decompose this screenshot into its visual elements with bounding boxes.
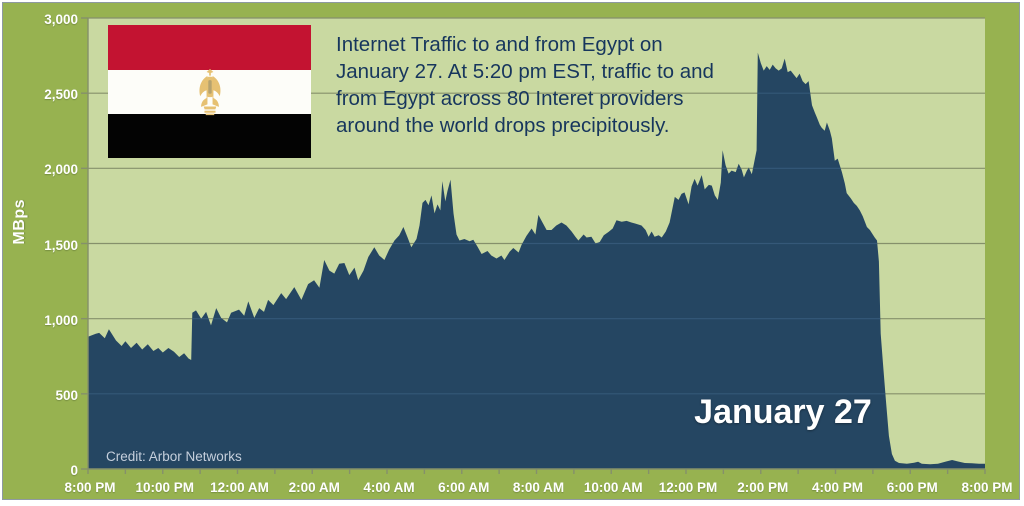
tick-marks	[81, 17, 986, 474]
credit-label: Credit: Arbor Networks	[106, 449, 242, 464]
y-axis-tick-label: 3,000	[44, 12, 78, 27]
x-axis-tick-label: 12:00 AM	[210, 480, 269, 495]
x-axis-tick-label: 12:00 PM	[658, 480, 718, 495]
flag-black-band	[108, 114, 311, 158]
x-axis-tick-label: 2:00 AM	[288, 480, 340, 495]
x-axis-tick-label: 6:00 PM	[886, 480, 938, 495]
x-axis-tick-label: 10:00 AM	[583, 480, 643, 495]
annotation-line: Internet Traffic to and from Egypt on	[336, 33, 663, 56]
x-axis-tick-label: 2:00 PM	[737, 480, 789, 495]
eagle-of-saladin-icon	[198, 68, 221, 115]
y-axis-tick-label: 2,500	[44, 87, 78, 103]
y-axis-tick-label: 1,500	[44, 237, 78, 253]
x-axis-tick-label: 8:00 AM	[512, 480, 565, 495]
flag-red-band	[108, 25, 311, 70]
y-axis-tick-label: 2,000	[44, 162, 78, 178]
annotation-text-block: Internet Traffic to and from Egypt on Ja…	[336, 31, 756, 139]
annotation-line: from Egypt across 80 Interet providers	[336, 87, 684, 110]
x-axis-tick-label: 4:00 PM	[811, 480, 864, 495]
y-axis-tick-label: 500	[55, 387, 78, 403]
x-axis-tick-label: 8:00 PM	[961, 480, 1013, 495]
x-axis-tick-label: 6:00 AM	[438, 480, 490, 495]
annotation-line: around the world drops precipitously.	[336, 114, 670, 137]
x-axis-tick-label: 10:00 PM	[135, 480, 195, 495]
traffic-area-series	[88, 52, 985, 469]
y-axis-tick-label: 0	[70, 463, 78, 478]
annotation-line: January 27. At 5:20 pm EST, traffic to a…	[336, 60, 714, 83]
x-axis-tick-label: 8:00 PM	[64, 480, 116, 495]
date-label: January 27	[694, 393, 872, 431]
x-axis-tick-label: 4:00 AM	[363, 480, 415, 495]
egypt-flag	[108, 25, 311, 158]
chart-panel: MBps 0 500 1,000 1,500 2,000 2,500 3,000 8:00 …	[2, 2, 1020, 500]
traffic-area-chart	[81, 17, 986, 474]
y-axis-tick-label: 1,000	[44, 312, 78, 328]
